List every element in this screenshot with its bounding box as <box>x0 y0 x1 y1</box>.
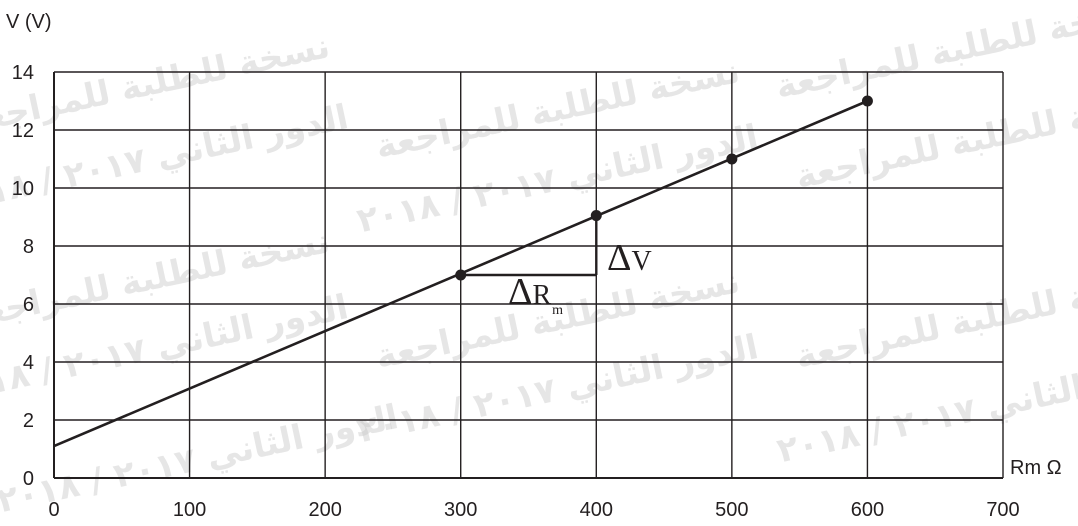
y-axis-label: V (V) <box>6 11 52 33</box>
y-tick-label: 10 <box>12 178 34 200</box>
x-tick-label: 100 <box>173 499 206 521</box>
data-points <box>455 95 873 281</box>
data-point <box>590 210 602 222</box>
delta-r-label: ΔRm <box>508 271 563 318</box>
x-tick-label: 500 <box>715 499 748 521</box>
x-tick-label: 400 <box>580 499 613 521</box>
y-tick-label: 0 <box>23 468 34 490</box>
watermark-text: نسخة للطلبة للمراجعة <box>792 261 1078 377</box>
y-tick-label: 2 <box>23 410 34 432</box>
y-tick-label: 8 <box>23 236 34 258</box>
data-point <box>455 269 467 281</box>
x-tick-label: 300 <box>444 499 477 521</box>
x-tick-label: 0 <box>48 499 59 521</box>
x-tick-labels: 0 100 200 300 400 500 600 700 <box>48 499 1019 521</box>
watermark-text: نسخة للطلبة للمراجعة <box>792 81 1078 197</box>
x-tick-label: 200 <box>308 499 341 521</box>
y-tick-label: 4 <box>23 352 34 374</box>
delta-v-text: V <box>631 246 651 277</box>
y-tick-label: 14 <box>12 62 34 84</box>
data-point <box>861 95 873 107</box>
x-axis-label: Rm Ω <box>1010 457 1062 479</box>
delta-r-symbol: Δ <box>508 271 532 313</box>
y-tick-label: 12 <box>12 120 34 142</box>
y-tick-label: 6 <box>23 294 34 316</box>
delta-r-subscript: m <box>552 303 563 318</box>
y-tick-labels: 0 2 4 6 8 10 12 14 <box>12 62 34 490</box>
watermark-text: نسخة للطلبة للمراجعة <box>772 0 1078 107</box>
x-tick-label: 600 <box>851 499 884 521</box>
delta-r-text: R <box>532 280 551 311</box>
delta-triangle <box>460 215 598 277</box>
delta-v-symbol: Δ <box>607 237 631 279</box>
delta-v-label: ΔV <box>607 237 652 279</box>
x-tick-label: 700 <box>986 499 1019 521</box>
chart-grid <box>53 71 1004 479</box>
data-point <box>726 153 738 165</box>
